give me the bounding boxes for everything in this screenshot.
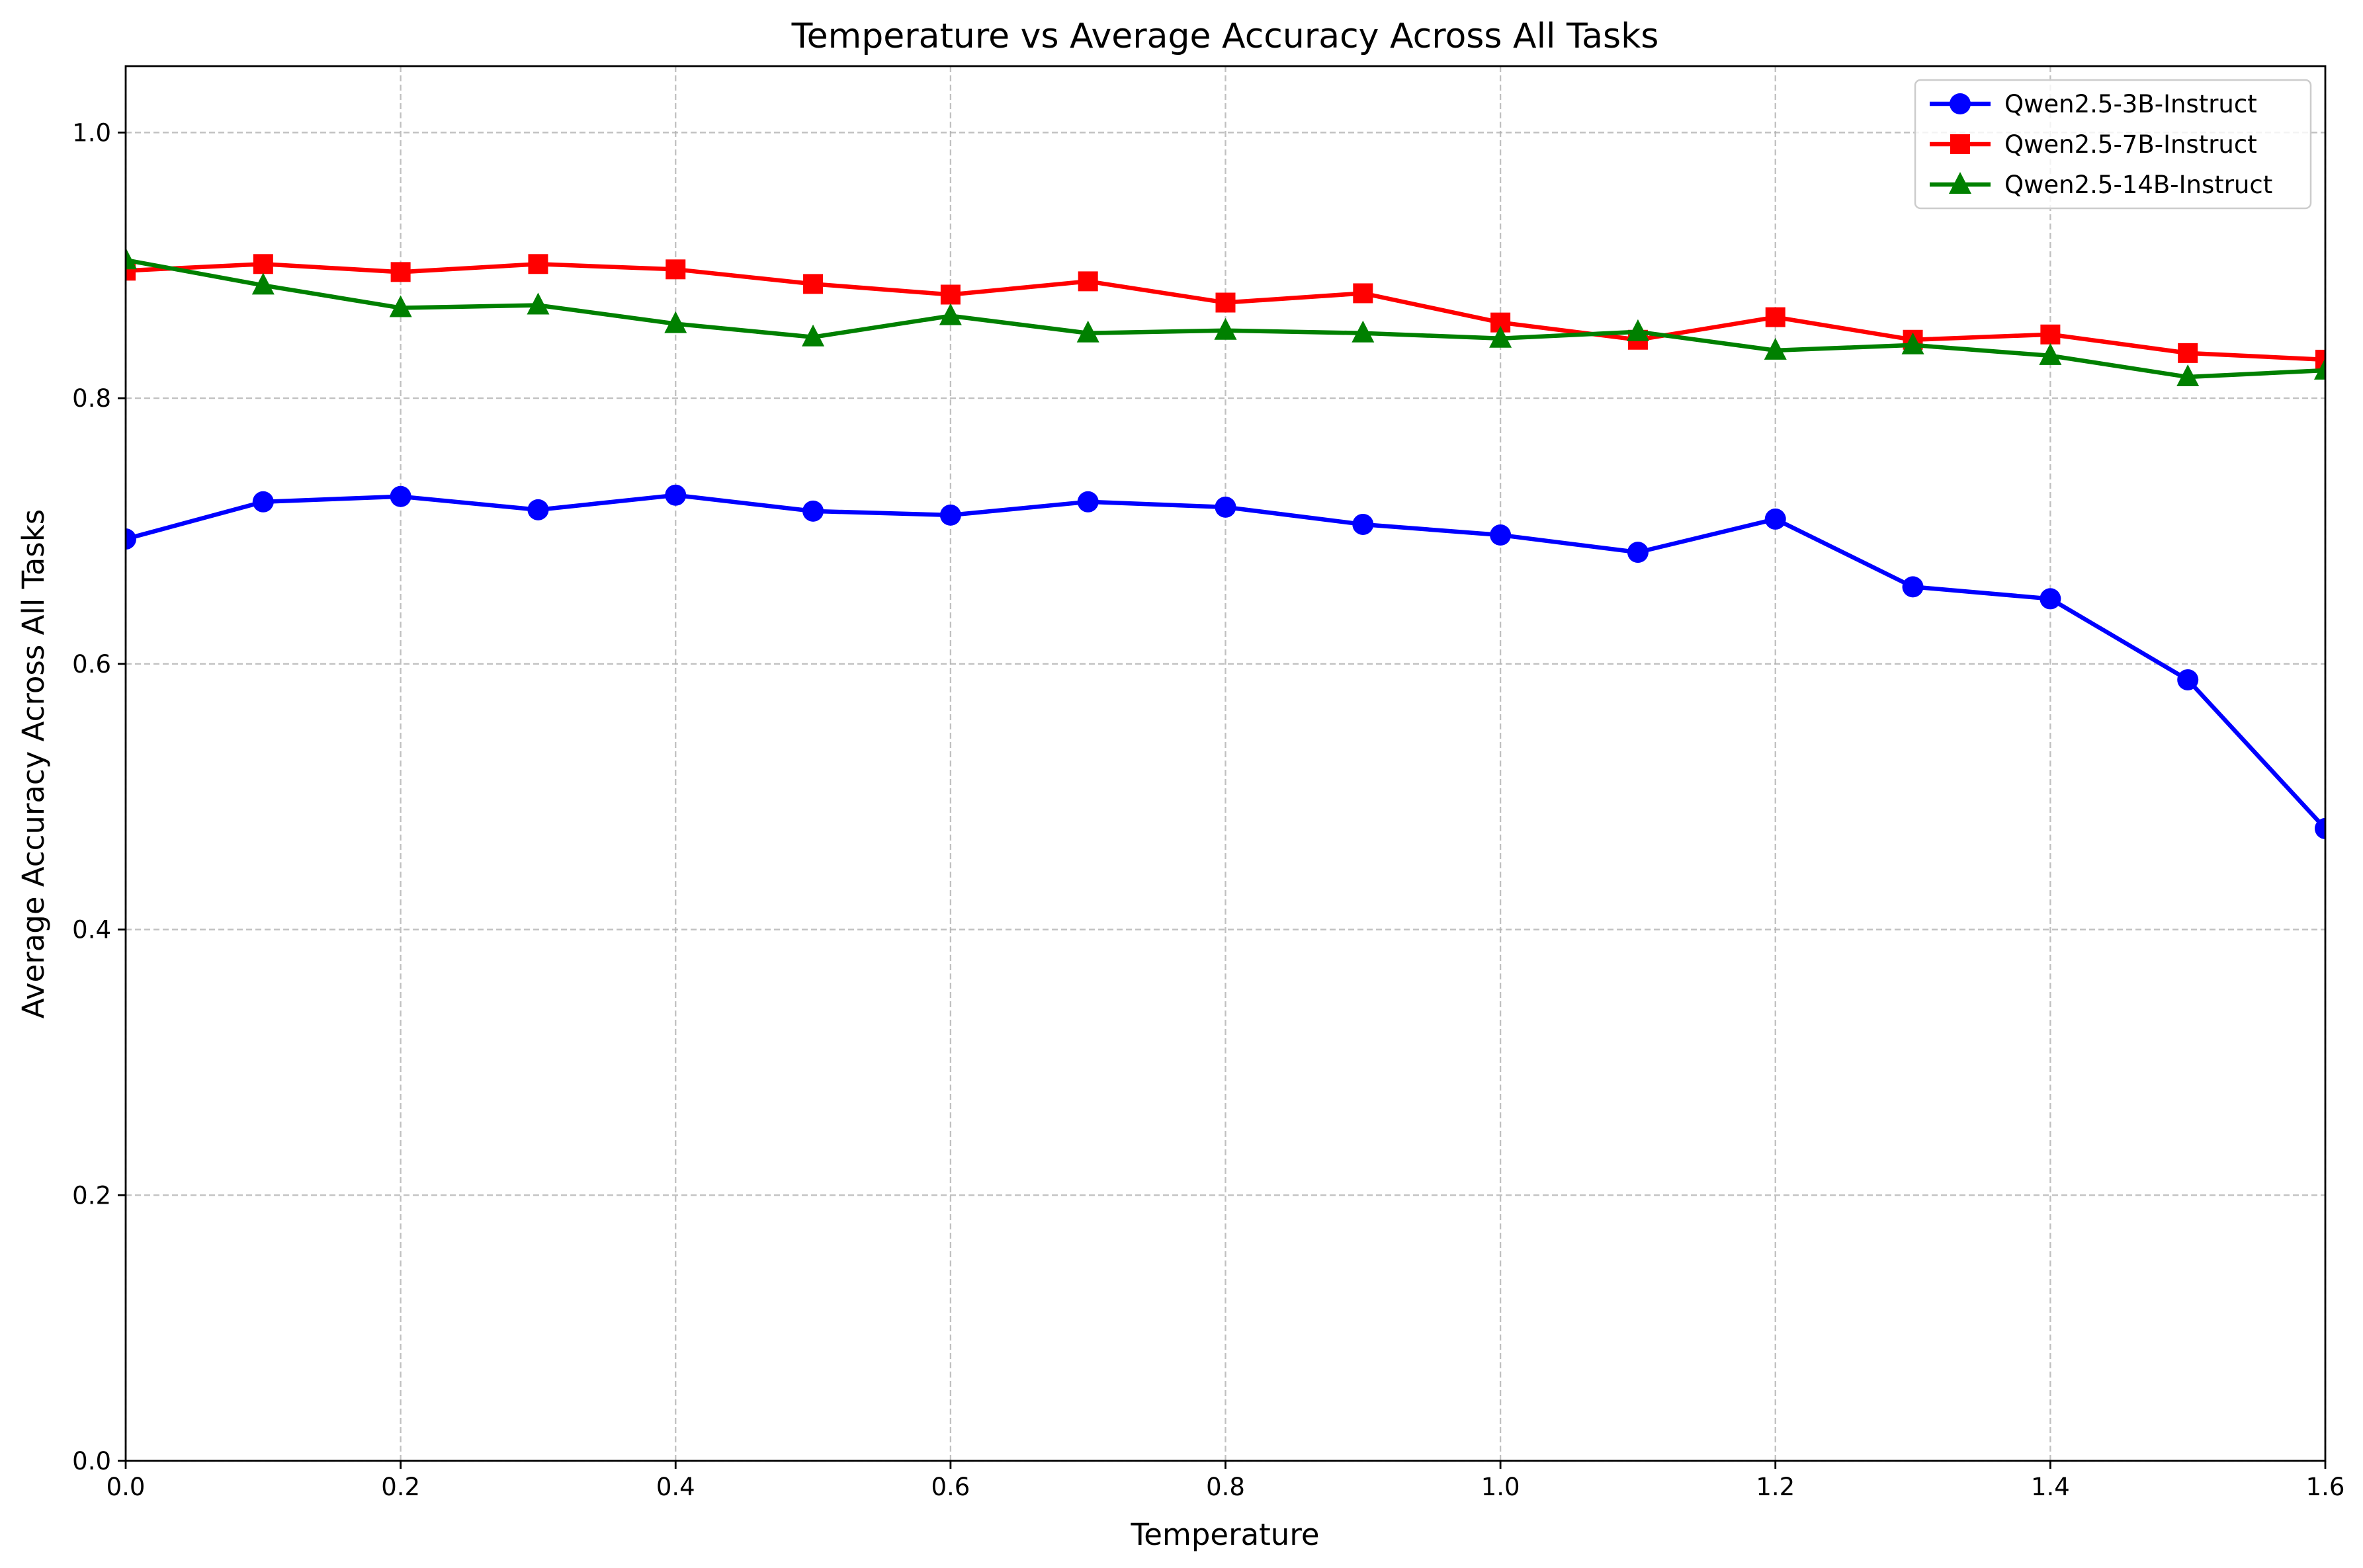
- data-point: [527, 292, 550, 315]
- x-tick-label: 0.6: [931, 1473, 970, 1501]
- data-point: [666, 259, 686, 280]
- data-point: [1765, 307, 1785, 327]
- data-point: [527, 499, 549, 520]
- legend-marker: [1949, 172, 1971, 194]
- x-tick-label: 0.2: [381, 1473, 420, 1501]
- data-point: [1076, 320, 1099, 343]
- legend-label: Qwen2.5-3B-Instruct: [2004, 90, 2257, 118]
- data-point: [664, 311, 687, 333]
- data-point: [2040, 324, 2061, 345]
- legend-entry: Qwen2.5-14B-Instruct: [1930, 171, 2272, 199]
- y-tick-label: 1.0: [72, 118, 111, 147]
- data-point: [2176, 364, 2200, 387]
- x-tick-label: 1.0: [1481, 1473, 1520, 1501]
- legend-label: Qwen2.5-14B-Instruct: [2004, 171, 2272, 199]
- data-point: [1215, 496, 1236, 518]
- y-tick-label: 0.2: [72, 1181, 111, 1210]
- data-point: [1352, 320, 1375, 343]
- legend-marker: [1950, 134, 1970, 154]
- series-layer: [126, 247, 2325, 839]
- data-point: [126, 247, 137, 270]
- data-point: [665, 484, 687, 506]
- data-point: [1490, 524, 1512, 546]
- data-point: [1353, 283, 1373, 304]
- x-tick-label: 1.4: [2031, 1473, 2070, 1501]
- legend-entry: Qwen2.5-3B-Instruct: [1930, 90, 2257, 118]
- series-1: [126, 484, 2325, 839]
- x-tick-label: 0.0: [107, 1473, 146, 1501]
- data-point: [1764, 337, 1787, 360]
- data-point: [939, 504, 961, 526]
- chart-title: Temperature vs Average Accuracy Across A…: [791, 17, 1659, 56]
- axis-ticks: 0.0 0.2 0.4 0.6 0.8 1.0 1.2 1.4 1.6 0.0 0.2 0.4 0.6 0…: [72, 118, 2344, 1501]
- data-point: [2314, 357, 2325, 380]
- data-point: [251, 272, 275, 295]
- x-tick-label: 0.8: [1206, 1473, 1245, 1501]
- data-point: [2315, 817, 2325, 839]
- data-point: [2177, 669, 2199, 690]
- series-3: [126, 247, 2325, 387]
- data-point: [126, 528, 136, 550]
- data-point: [802, 324, 825, 347]
- data-point: [2039, 343, 2062, 365]
- data-point: [1352, 513, 1374, 535]
- data-point: [253, 254, 273, 274]
- x-axis-label: Temperature: [1130, 1517, 1319, 1552]
- data-point: [2178, 343, 2198, 363]
- data-point: [802, 500, 824, 522]
- data-point: [389, 295, 412, 317]
- data-point: [528, 254, 548, 274]
- x-tick-label: 1.2: [1756, 1473, 1795, 1501]
- data-point: [1215, 292, 1236, 313]
- y-tick-label: 0.8: [72, 384, 111, 413]
- data-point: [1901, 332, 1924, 354]
- data-point: [1489, 325, 1512, 348]
- y-tick-label: 0.0: [72, 1447, 111, 1475]
- data-point: [939, 303, 962, 325]
- data-point: [1626, 319, 1649, 341]
- data-point: [390, 262, 411, 282]
- data-point: [1077, 491, 1099, 513]
- data-point: [1764, 508, 1786, 530]
- data-point: [1078, 271, 1098, 292]
- data-point: [1214, 317, 1237, 340]
- data-point: [1627, 542, 1649, 563]
- data-point: [1902, 576, 1924, 598]
- y-axis-label: Average Accuracy Across All Tasks: [16, 509, 51, 1018]
- legend-entry: Qwen2.5-7B-Instruct: [1930, 130, 2257, 159]
- data-point: [2040, 588, 2061, 610]
- legend-label: Qwen2.5-7B-Instruct: [2004, 130, 2257, 159]
- legend-box: [1914, 79, 2312, 210]
- data-point: [803, 274, 824, 294]
- data-point: [940, 284, 961, 305]
- data-point: [390, 485, 411, 507]
- x-tick-label: 1.6: [2306, 1473, 2345, 1501]
- x-tick-label: 0.4: [656, 1473, 695, 1501]
- data-point: [252, 491, 274, 513]
- y-tick-label: 0.4: [72, 916, 111, 944]
- legend-marker: [1950, 93, 1971, 114]
- y-tick-label: 0.6: [72, 650, 111, 679]
- legend: Qwen2.5-3B-Instruct Qwen2.5-7B-Instruct Qw…: [1914, 79, 2312, 210]
